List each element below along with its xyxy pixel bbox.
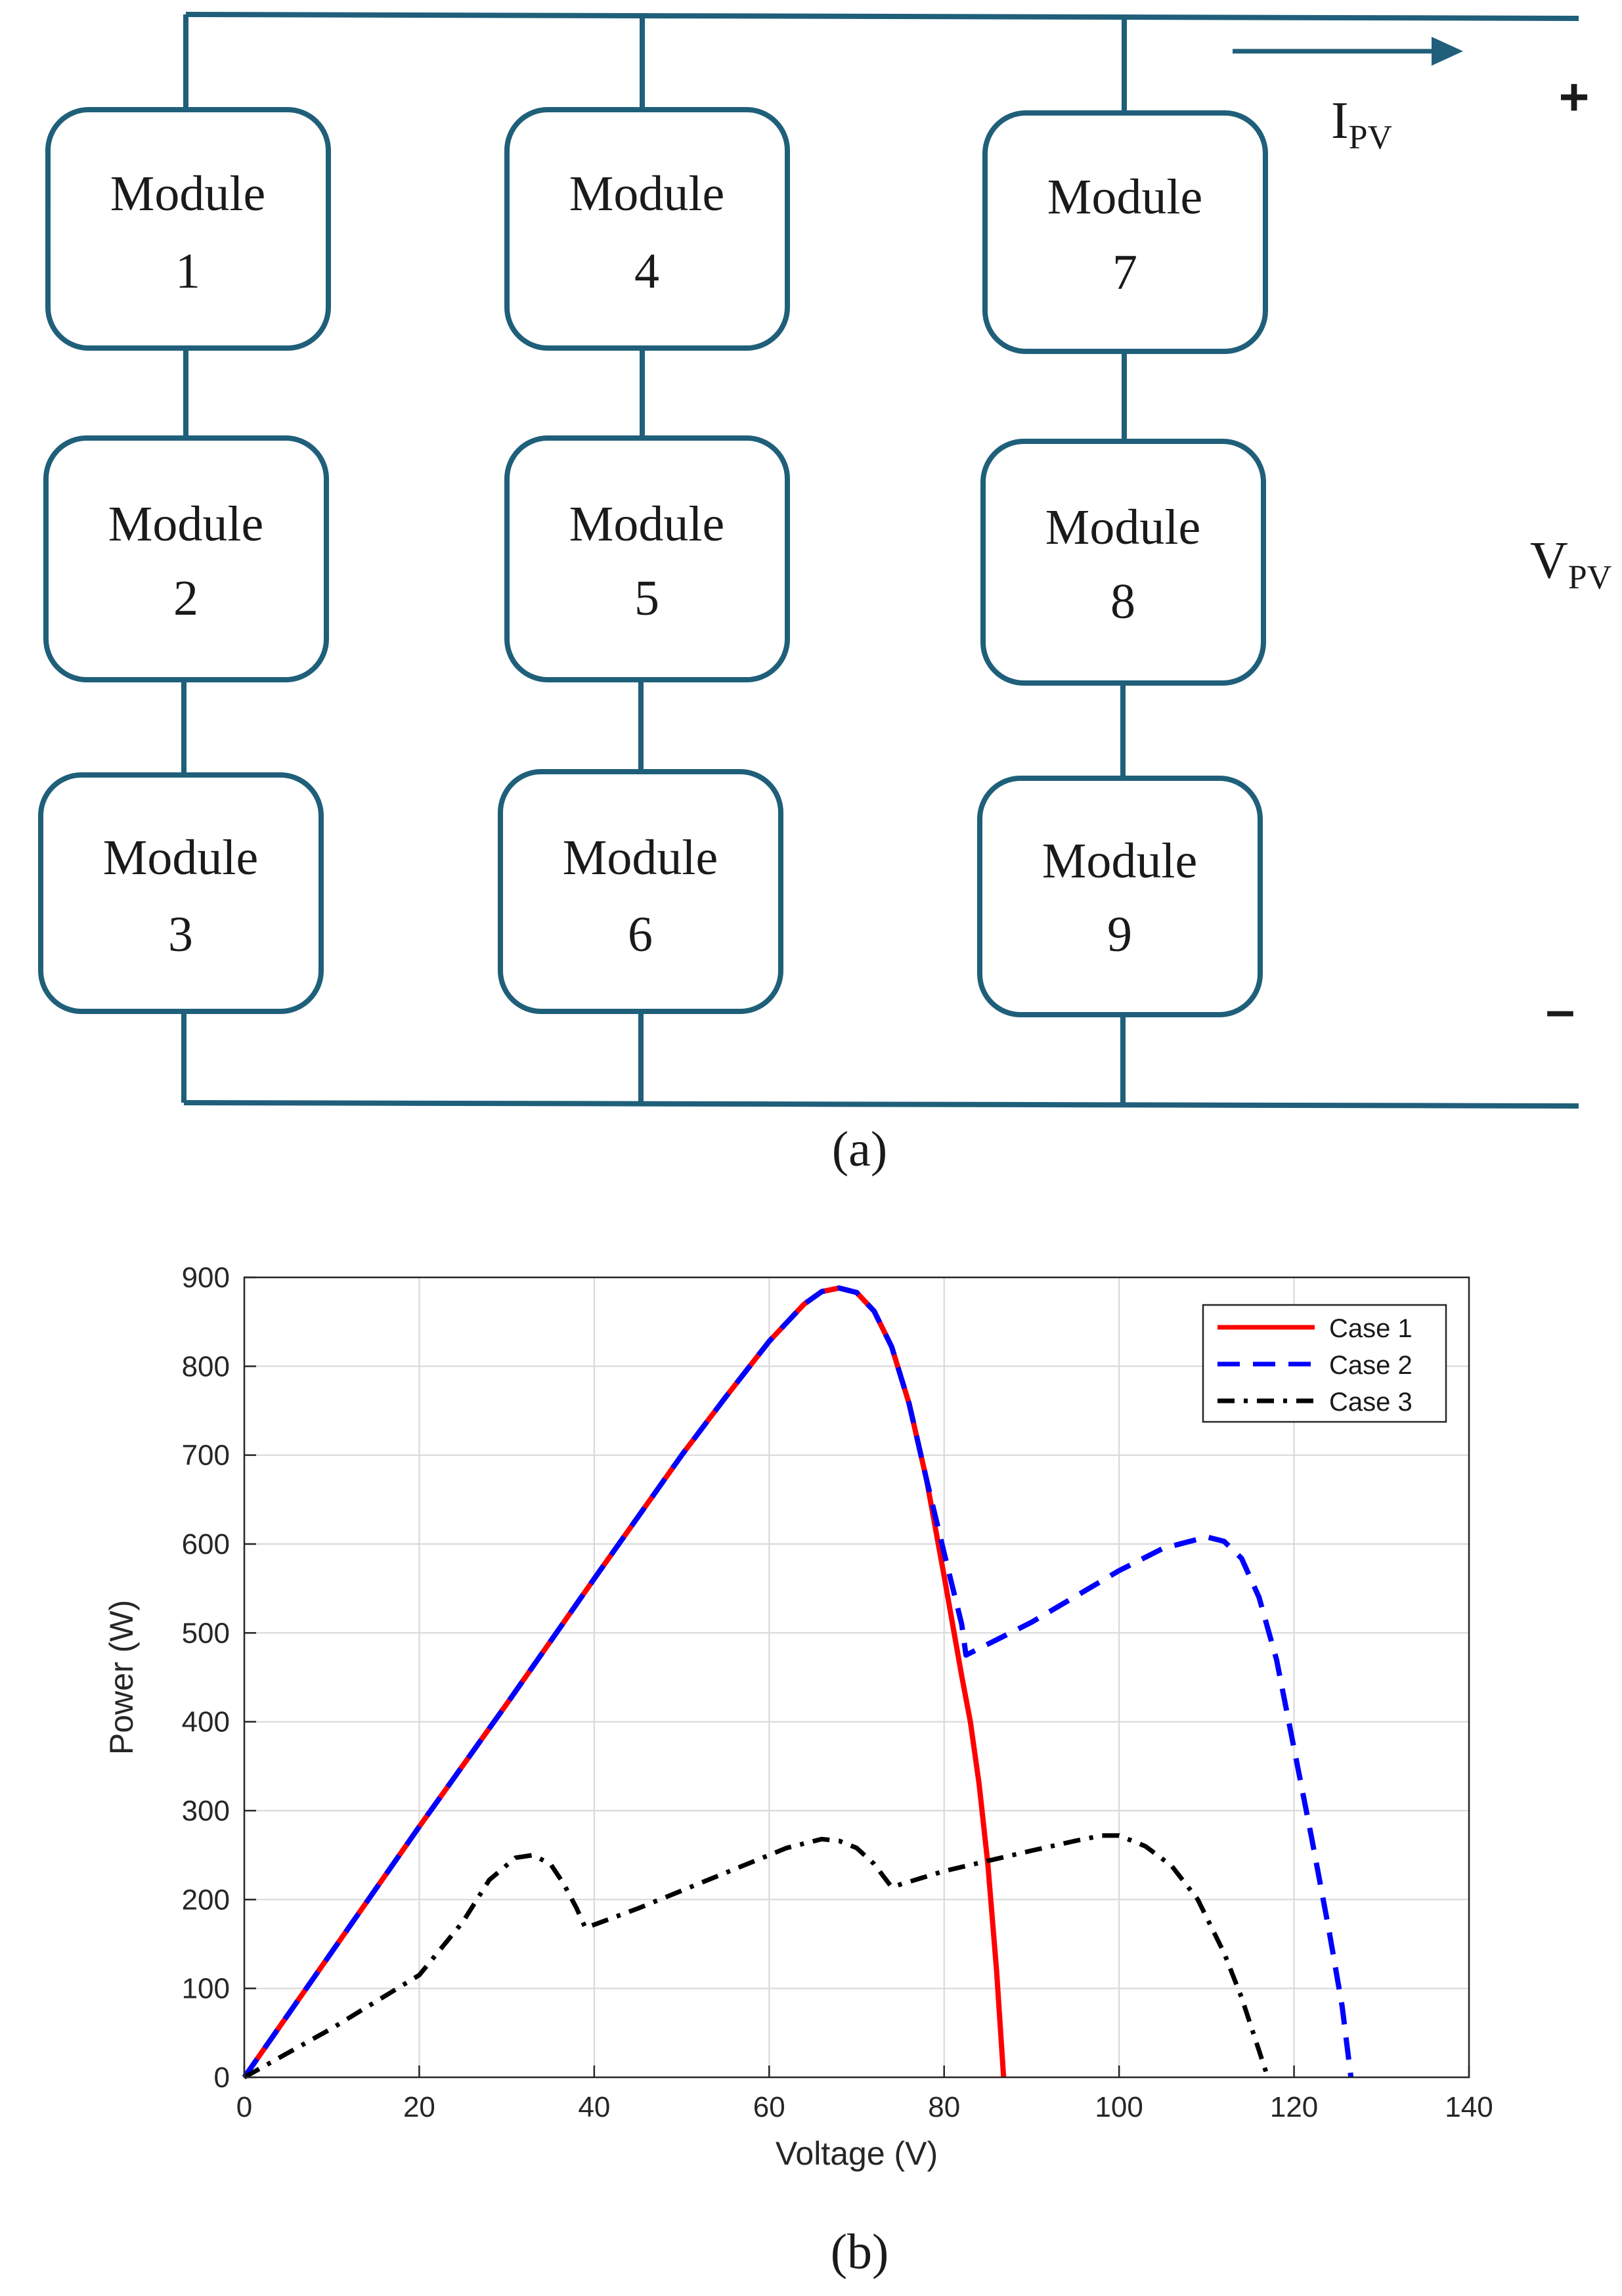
module-7-label: Module — [1047, 169, 1202, 225]
module-9: Module 9 — [977, 776, 1263, 1017]
module-9-number: 9 — [1107, 907, 1132, 962]
module-5: Module 5 — [504, 435, 790, 682]
legend-box — [1202, 1304, 1447, 1423]
positive-terminal-label: + — [1559, 68, 1590, 126]
bottom-bus-wire — [183, 1100, 1579, 1109]
module-3-label: Module — [103, 830, 258, 885]
module-2-number: 2 — [173, 571, 198, 626]
module-1-label: Module — [110, 166, 265, 221]
x-tick-label: 100 — [1095, 2091, 1143, 2123]
y-tick-label: 400 — [182, 1706, 230, 1738]
module-5-label: Module — [569, 497, 724, 552]
module-8-number: 8 — [1110, 574, 1135, 629]
power-voltage-chart: 0 20 40 60 80 100 120 140 0 100 200 300 400 500 600 700… — [103, 1262, 1493, 2280]
module-9-label: Module — [1042, 833, 1197, 889]
module-3-number: 3 — [168, 907, 193, 962]
module-1: Module 1 — [45, 107, 331, 351]
legend-label: Case 3 — [1329, 1388, 1413, 1417]
module-7-number: 7 — [1112, 245, 1137, 300]
current-label: IPV — [1331, 92, 1392, 156]
y-tick-label: 0 — [214, 2062, 230, 2094]
module-4: Module 4 — [504, 107, 790, 351]
y-tick-label: 800 — [182, 1350, 230, 1382]
x-tick-label: 60 — [753, 2091, 785, 2123]
module-3: Module 3 — [38, 772, 324, 1014]
pv-array-diagram: Module 1 Module 2 Module 3 Module 4 Modu… — [38, 12, 1611, 1177]
module-6-number: 6 — [628, 907, 653, 962]
series-line-case-1 — [242, 1285, 1007, 2079]
module-5-number: 5 — [634, 571, 659, 626]
y-tick-label: 900 — [182, 1262, 230, 1294]
module-7: Module 7 — [982, 110, 1268, 354]
module-4-number: 4 — [634, 244, 659, 299]
module-2-label: Module — [108, 497, 263, 552]
x-tick-label: 140 — [1445, 2091, 1493, 2123]
y-tick-label: 200 — [182, 1884, 230, 1916]
top-bus-wire — [185, 12, 1579, 21]
chart-legend: Case 1 Case 2 Case 3 — [1202, 1304, 1447, 1423]
y-tick-label: 500 — [182, 1617, 230, 1649]
x-tick-label: 20 — [403, 2091, 435, 2123]
x-tick-label: 40 — [578, 2091, 610, 2123]
plot-frame — [243, 1276, 1470, 2079]
legend-label: Case 1 — [1329, 1314, 1413, 1343]
y-tick-label: 700 — [182, 1440, 230, 1472]
y-tick-label: 100 — [182, 1973, 230, 2005]
x-tick-label: 120 — [1270, 2091, 1318, 2123]
module-6: Module 6 — [498, 769, 783, 1014]
diagram-caption: (a) — [832, 1122, 887, 1177]
module-8: Module 8 — [980, 439, 1266, 686]
current-arrow-icon — [1233, 37, 1463, 66]
module-4-label: Module — [569, 166, 724, 221]
chart-ticks: 0 20 40 60 80 100 120 140 0 100 200 300 400 500 600 700… — [182, 1262, 1493, 2123]
negative-terminal-label: – — [1546, 981, 1575, 1039]
x-axis-label: Voltage (V) — [776, 2135, 938, 2172]
module-8-label: Module — [1045, 500, 1200, 555]
module-6-label: Module — [563, 830, 718, 885]
x-tick-label: 80 — [928, 2091, 960, 2123]
y-axis-label: Power (W) — [103, 1600, 140, 1755]
y-tick-label: 300 — [182, 1795, 230, 1827]
module-2: Module 2 — [43, 435, 329, 682]
voltage-label: VPV — [1530, 532, 1611, 596]
chart-caption: (b) — [831, 2224, 889, 2280]
series-line-case-3 — [243, 1833, 1270, 2080]
module-1-number: 1 — [175, 244, 200, 299]
series-line-case-2 — [242, 1285, 1354, 2079]
x-tick-label: 0 — [236, 2091, 252, 2123]
legend-label: Case 2 — [1329, 1351, 1413, 1380]
y-tick-label: 600 — [182, 1528, 230, 1560]
chart-series — [242, 1285, 1354, 2080]
